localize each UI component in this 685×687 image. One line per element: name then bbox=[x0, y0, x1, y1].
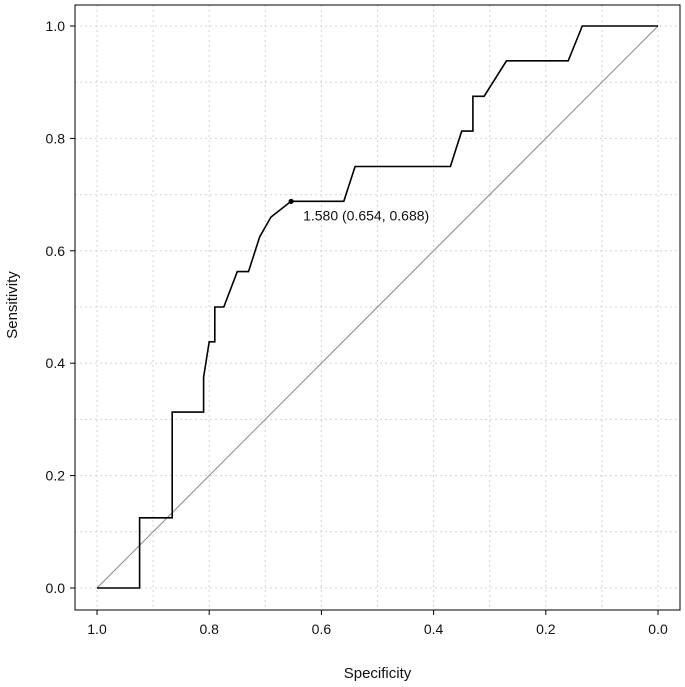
reference-diagonal-line bbox=[96, 25, 659, 589]
y-tick-label: 0.6 bbox=[46, 243, 66, 259]
plot-frame bbox=[74, 4, 681, 611]
y-axis: 0.0 0.2 0.4 0.6 0.8 1.0 bbox=[46, 18, 75, 596]
x-tick-label: 0.0 bbox=[648, 621, 668, 637]
y-tick-label: 0.0 bbox=[46, 580, 66, 596]
x-axis: 1.0 0.8 0.6 0.4 0.2 0.0 bbox=[87, 610, 668, 637]
y-tick-label: 0.4 bbox=[46, 355, 66, 371]
optimal-cutoff-point bbox=[288, 198, 294, 204]
x-tick-label: 0.2 bbox=[536, 621, 556, 637]
cutoff-annotation: 1.580 (0.654, 0.688) bbox=[303, 207, 429, 223]
x-tick-label: 0.6 bbox=[312, 621, 332, 637]
grid-layer bbox=[75, 5, 680, 610]
y-tick-label: 0.8 bbox=[46, 130, 66, 146]
y-axis-title: Sensitivity bbox=[4, 271, 21, 339]
y-tick-label: 1.0 bbox=[46, 18, 66, 34]
x-axis-title: Specificity bbox=[344, 665, 412, 682]
x-tick-label: 0.4 bbox=[424, 621, 444, 637]
roc-curve bbox=[97, 25, 658, 589]
x-tick-label: 1.0 bbox=[87, 621, 107, 637]
x-tick-label: 0.8 bbox=[199, 621, 219, 637]
y-tick-label: 0.2 bbox=[46, 468, 66, 484]
